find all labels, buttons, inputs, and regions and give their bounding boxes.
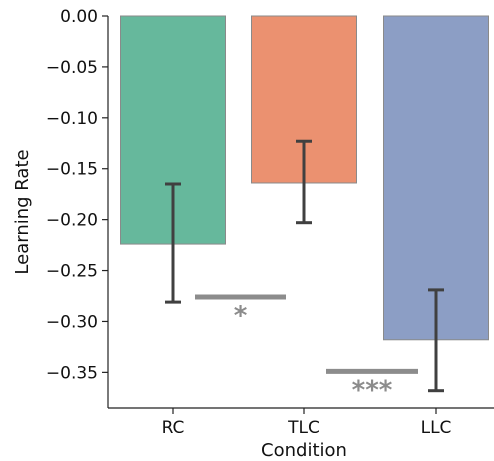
x-tick-label-llc: LLC — [421, 418, 452, 438]
y-tick-label: −0.25 — [46, 262, 98, 282]
y-tick-label: −0.10 — [46, 109, 98, 129]
bars-layer — [120, 15, 489, 341]
error-bar-llc — [428, 288, 444, 393]
significance-label-2: *** — [352, 375, 393, 405]
x-tick-label-rc: RC — [162, 418, 185, 438]
x-ticks-layer: RC TLC LLC — [162, 408, 452, 438]
y-ticks-layer: 0.00 −0.05 −0.10 −0.15 −0.20 −0.25 −0.30 −0.35 — [46, 7, 108, 383]
error-bar-tlc — [296, 139, 312, 225]
axes-layer — [107, 16, 494, 409]
significance-layer: **** — [195, 294, 418, 405]
x-axis-title: Condition — [261, 440, 347, 461]
y-tick-label: −0.05 — [46, 58, 98, 78]
error-bar-rc — [165, 182, 181, 304]
y-axis-title: Learning Rate — [12, 149, 33, 274]
y-tick-label: −0.20 — [46, 211, 98, 231]
y-tick-label: −0.15 — [46, 160, 98, 180]
significance-label-1: * — [234, 301, 248, 331]
y-tick-label: 0.00 — [60, 7, 98, 27]
y-tick-label: −0.30 — [46, 312, 98, 332]
error-bars-layer — [165, 139, 444, 393]
bar-llc — [383, 15, 489, 341]
y-tick-label: −0.35 — [46, 363, 98, 383]
x-tick-label-tlc: TLC — [287, 418, 320, 438]
